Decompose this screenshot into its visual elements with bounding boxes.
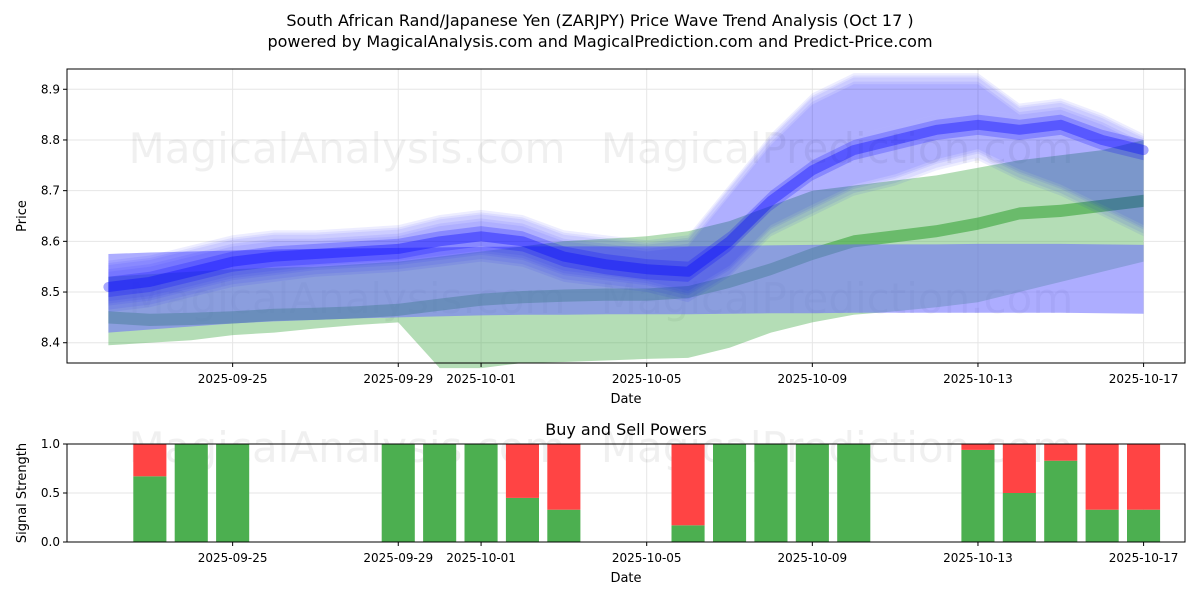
wave-ghost-upper-1 (108, 84, 1144, 300)
price-xtick-label-6: 2025-10-17 (1109, 372, 1179, 386)
wave-ghost-lower-2 (108, 115, 1144, 304)
wave-ghost-upper-0 (108, 73, 1144, 272)
watermark-prediction-top: MagicalPrediction.com (601, 124, 1074, 173)
sell-bar-2025-10-17 (1127, 444, 1161, 510)
signal-xtick-label-1: 2025-09-29 (363, 551, 433, 565)
price-x-axis-label: Date (610, 392, 641, 407)
signal-xtick-label-0: 2025-09-25 (198, 551, 268, 565)
price-xtick-label-1: 2025-09-29 (363, 372, 433, 386)
sell-bar-2025-09-23 (133, 444, 167, 477)
price-xtick-label-0: 2025-09-25 (198, 372, 268, 386)
signal-xtick-label-2: 2025-10-01 (446, 551, 516, 565)
wave-ghost-upper-3 (108, 81, 1144, 293)
wave-ghost-upper-2 (108, 75, 1144, 278)
signal-ytick-label-1: 0.5 (41, 486, 60, 500)
buy-bar-2025-09-29 (381, 444, 415, 542)
figure-title-line2: powered by MagicalAnalysis.com and Magic… (267, 32, 932, 51)
figure-title-line1: South African Rand/Japanese Yen (ZARJPY)… (286, 11, 913, 30)
buy-bar-2025-10-03 (547, 509, 581, 542)
buy-bar-2025-09-30 (423, 444, 457, 542)
price-ytick-label-2: 8.6 (41, 234, 60, 248)
buy-bar-2025-10-13 (961, 449, 995, 542)
buy-bar-2025-10-16 (1085, 509, 1119, 542)
price-ytick-label-4: 8.8 (41, 133, 60, 147)
price-wave-core (108, 114, 1144, 298)
price-xtick-label-2: 2025-10-01 (446, 372, 516, 386)
signal-xtick-label-4: 2025-10-09 (777, 551, 847, 565)
watermark-analysis-top: MagicalAnalysis.com (129, 124, 566, 173)
buy-bar-2025-10-10 (837, 444, 871, 542)
buy-bar-2025-09-23 (133, 476, 167, 542)
price-ytick-label-5: 8.9 (41, 82, 60, 96)
buy-bar-2025-10-14 (1002, 493, 1036, 542)
signal-xtick-label-5: 2025-10-13 (943, 551, 1013, 565)
price-plot-frame (66, 68, 1186, 364)
buy-bar-2025-10-09 (795, 444, 829, 542)
price-y-axis-label: Price (15, 200, 30, 232)
blue-band-area (108, 243, 1144, 333)
price-xtick-label-4: 2025-10-09 (777, 372, 847, 386)
sell-bar-2025-10-14 (1002, 444, 1036, 493)
wave-ghost-upper-4 (108, 77, 1144, 283)
price-xtick-label-5: 2025-10-13 (943, 372, 1013, 386)
buy-bar-2025-10-01 (464, 444, 498, 542)
buy-bar-2025-10-08 (754, 444, 788, 542)
price-series (103, 73, 1149, 369)
price-y-ticks: 8.4 8.5 8.6 8.7 8.8 8.9 (41, 82, 67, 350)
wave-ghost-lower-1 (108, 137, 1144, 313)
price-xtick-label-3: 2025-10-05 (612, 372, 682, 386)
signal-xtick-label-6: 2025-10-17 (1109, 551, 1179, 565)
sell-bar-2025-10-13 (961, 444, 995, 450)
wave-ghost-lower-3 (108, 130, 1144, 310)
sell-bar-2025-10-06 (671, 444, 705, 526)
wave-ghost-lower-4 (108, 120, 1144, 306)
price-ytick-label-3: 8.7 (41, 184, 60, 198)
signal-xtick-label-3: 2025-10-05 (612, 551, 682, 565)
buy-bar-2025-10-17 (1127, 509, 1161, 542)
buy-bar-2025-10-06 (671, 525, 705, 542)
signal-x-axis-label: Date (610, 571, 641, 586)
signal-chart: Buy and Sell Powers MagicalAnalysis.com … (15, 420, 1186, 586)
signal-y-axis-label: Signal Strength (15, 443, 30, 543)
sell-bar-2025-10-02 (505, 444, 539, 498)
buy-bar-2025-09-25 (216, 444, 250, 542)
price-chart: MagicalAnalysis.com MagicalPrediction.co… (15, 68, 1186, 407)
signal-x-ticks: 2025-09-25 2025-09-29 2025-10-01 2025-10-05… (198, 542, 1179, 565)
buy-bar-2025-10-02 (505, 497, 539, 542)
price-wave-line (103, 119, 1149, 292)
sell-bar-2025-10-15 (1044, 444, 1078, 461)
price-ytick-label-1: 8.5 (41, 285, 60, 299)
sell-bar-2025-10-03 (547, 444, 581, 510)
buy-bar-2025-10-15 (1044, 460, 1078, 542)
signal-bars (133, 444, 1161, 542)
signal-ytick-label-2: 1.0 (41, 437, 60, 451)
price-ytick-label-0: 8.4 (41, 336, 60, 350)
buy-bar-2025-09-24 (174, 444, 208, 542)
price-x-ticks: 2025-09-25 2025-09-29 2025-10-01 2025-10-05… (198, 363, 1179, 386)
signal-watermarks: MagicalAnalysis.com MagicalPrediction.co… (129, 423, 1074, 472)
signal-chart-title: Buy and Sell Powers (545, 420, 707, 439)
signal-y-ticks: 0.0 0.5 1.0 (41, 437, 67, 549)
buy-bar-2025-10-07 (713, 444, 747, 542)
sell-bar-2025-10-16 (1085, 444, 1119, 510)
wave-ghost-lower-0 (108, 109, 1144, 302)
signal-ytick-label-0: 0.0 (41, 535, 60, 549)
